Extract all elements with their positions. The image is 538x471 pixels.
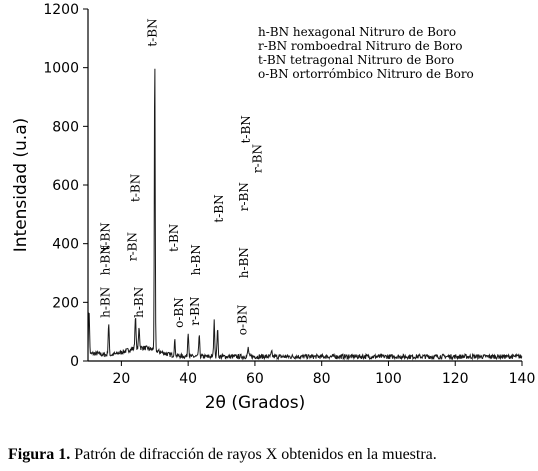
- x-tick-label: 20: [112, 371, 130, 387]
- xrd-chart: 20 40 60 80 100 120 140 0 200 400 600 800 1000 1200 h…: [11, 2, 535, 413]
- x-tick-label: 140: [509, 371, 536, 387]
- peak-label: t-BN: [145, 18, 159, 46]
- legend-entry: o-BN ortorrómbico Nitruro de Boro: [258, 67, 474, 81]
- peak-label: r-BN: [251, 144, 265, 173]
- peak-label: o-BN: [172, 297, 186, 328]
- peak-label: h-BN: [237, 247, 251, 278]
- peak-label: r-BN: [188, 297, 202, 326]
- legend-entry: t-BN tetragonal Nitruro de Boro: [258, 53, 454, 67]
- ticks: 20 40 60 80 100 120 140 0 200 400 600 800 1000 1200: [43, 2, 535, 387]
- x-tick-label: 60: [246, 371, 264, 387]
- plot-area: [87, 68, 523, 361]
- figure-caption: Figura 1. Patrón de difracción de rayos …: [8, 446, 437, 464]
- x-tick-label: 80: [313, 371, 331, 387]
- figure-caption-text: Patrón de difracción de rayos X obtenido…: [70, 446, 437, 463]
- peak-label: r-BN: [237, 182, 251, 211]
- x-axis-title: 2θ (Grados): [205, 393, 306, 413]
- legend-entry: h-BN hexagonal Nitruro de Boro: [258, 25, 456, 39]
- peak-label: t-BN: [167, 224, 181, 252]
- x-tick-label: 40: [179, 371, 197, 387]
- peak-label: h-BN: [189, 244, 203, 275]
- y-tick-label: 600: [52, 178, 79, 194]
- y-tick-label: 1200: [43, 2, 79, 18]
- peak-annotations: h-BN h-BNh-BNt-BN r-BNt-BNt-BNt-BNh-BNo-BN…: [99, 18, 265, 335]
- y-axis-title: Intensidad (u.a): [11, 118, 31, 253]
- y-tick-label: 0: [70, 354, 79, 370]
- peak-label: h-BN: [132, 287, 146, 318]
- peak-label: o-BN: [236, 305, 250, 336]
- legend-entry: r-BN romboedral Nitruro de Boro: [258, 39, 463, 53]
- figure-caption-label: Figura 1.: [8, 446, 71, 463]
- x-tick-label: 100: [375, 371, 402, 387]
- diffraction-pattern-line: [87, 68, 523, 361]
- peak-label: t-BN: [99, 222, 113, 250]
- peak-label: t-BN: [212, 194, 226, 222]
- peak-label: h-BN: [99, 287, 113, 318]
- peak-label: h-BN: [99, 244, 113, 275]
- y-tick-label: 800: [52, 119, 79, 135]
- y-tick-label: 200: [52, 295, 79, 311]
- peak-label: t-BN: [239, 115, 253, 143]
- peak-label: r-BN: [125, 232, 139, 261]
- y-tick-label: 1000: [43, 61, 79, 77]
- peak-label: t-BN: [129, 174, 143, 202]
- x-tick-label: 120: [442, 371, 469, 387]
- y-tick-label: 400: [52, 237, 79, 253]
